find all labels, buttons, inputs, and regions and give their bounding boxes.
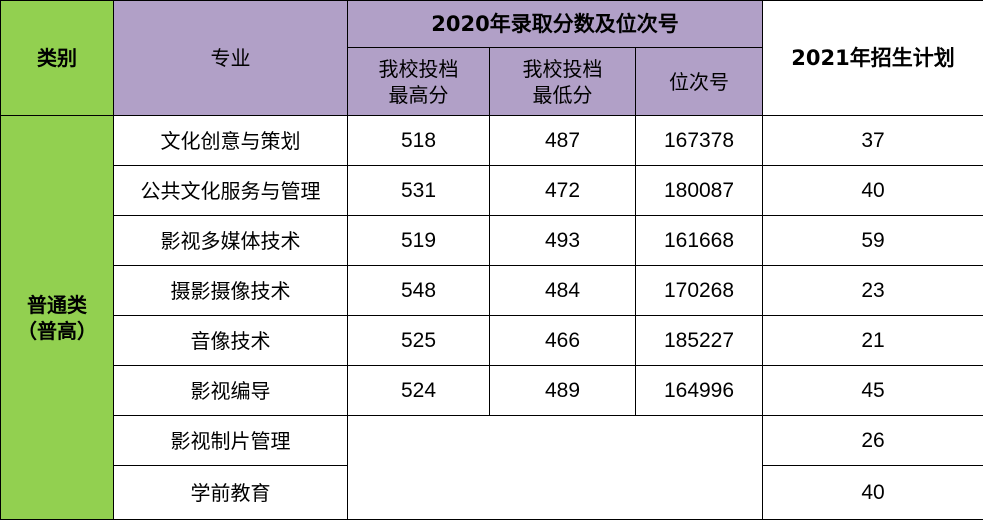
rank-cell: 170268 bbox=[636, 266, 763, 316]
plan-cell: 23 bbox=[763, 266, 983, 316]
header-rank: 位次号 bbox=[636, 48, 763, 116]
rank-cell: 161668 bbox=[636, 216, 763, 266]
major-cell: 影视多媒体技术 bbox=[114, 216, 348, 266]
rank-cell: 164996 bbox=[636, 366, 763, 416]
max-score-cell: 524 bbox=[348, 366, 490, 416]
plan-cell: 59 bbox=[763, 216, 983, 266]
major-cell: 影视编导 bbox=[114, 366, 348, 416]
header-text: 最低分 bbox=[533, 83, 593, 107]
header-text: 我校投档 bbox=[523, 57, 603, 81]
major-cell: 摄影摄像技术 bbox=[114, 266, 348, 316]
header-text: 最高分 bbox=[389, 83, 449, 107]
min-score-cell: 493 bbox=[490, 216, 636, 266]
plan-cell: 37 bbox=[763, 116, 983, 166]
plan-cell: 40 bbox=[763, 466, 983, 520]
header-text: 我校投档 bbox=[379, 57, 459, 81]
plan-cell: 21 bbox=[763, 316, 983, 366]
header-major: 专业 bbox=[114, 1, 348, 116]
header-category: 类别 bbox=[1, 1, 114, 116]
rank-cell: 167378 bbox=[636, 116, 763, 166]
max-score-cell: 548 bbox=[348, 266, 490, 316]
category-text: （普高） bbox=[17, 319, 97, 343]
category-cell: 普通类（普高） bbox=[1, 116, 114, 520]
max-score-cell: 531 bbox=[348, 166, 490, 216]
plan-cell: 40 bbox=[763, 166, 983, 216]
header-2020-group: 2020年录取分数及位次号 bbox=[348, 1, 763, 48]
rank-cell: 185227 bbox=[636, 316, 763, 366]
category-text: 普通类 bbox=[27, 293, 87, 317]
plan-cell: 26 bbox=[763, 416, 983, 466]
max-score-cell: 519 bbox=[348, 216, 490, 266]
header-max-score: 我校投档最高分 bbox=[348, 48, 490, 116]
rank-cell: 180087 bbox=[636, 166, 763, 216]
major-cell: 影视制片管理 bbox=[114, 416, 348, 466]
major-cell: 公共文化服务与管理 bbox=[114, 166, 348, 216]
min-score-cell: 484 bbox=[490, 266, 636, 316]
header-2021-plan: 2021年招生计划 bbox=[763, 1, 983, 116]
major-cell: 音像技术 bbox=[114, 316, 348, 366]
min-score-cell: 466 bbox=[490, 316, 636, 366]
max-score-cell: 518 bbox=[348, 116, 490, 166]
major-cell: 文化创意与策划 bbox=[114, 116, 348, 166]
min-score-cell: 487 bbox=[490, 116, 636, 166]
min-score-cell: 489 bbox=[490, 366, 636, 416]
empty-cell bbox=[348, 416, 763, 520]
table-row: 影视制片管理 26 bbox=[1, 416, 983, 466]
max-score-cell: 525 bbox=[348, 316, 490, 366]
plan-cell: 45 bbox=[763, 366, 983, 416]
min-score-cell: 472 bbox=[490, 166, 636, 216]
header-min-score: 我校投档最低分 bbox=[490, 48, 636, 116]
major-cell: 学前教育 bbox=[114, 466, 348, 520]
